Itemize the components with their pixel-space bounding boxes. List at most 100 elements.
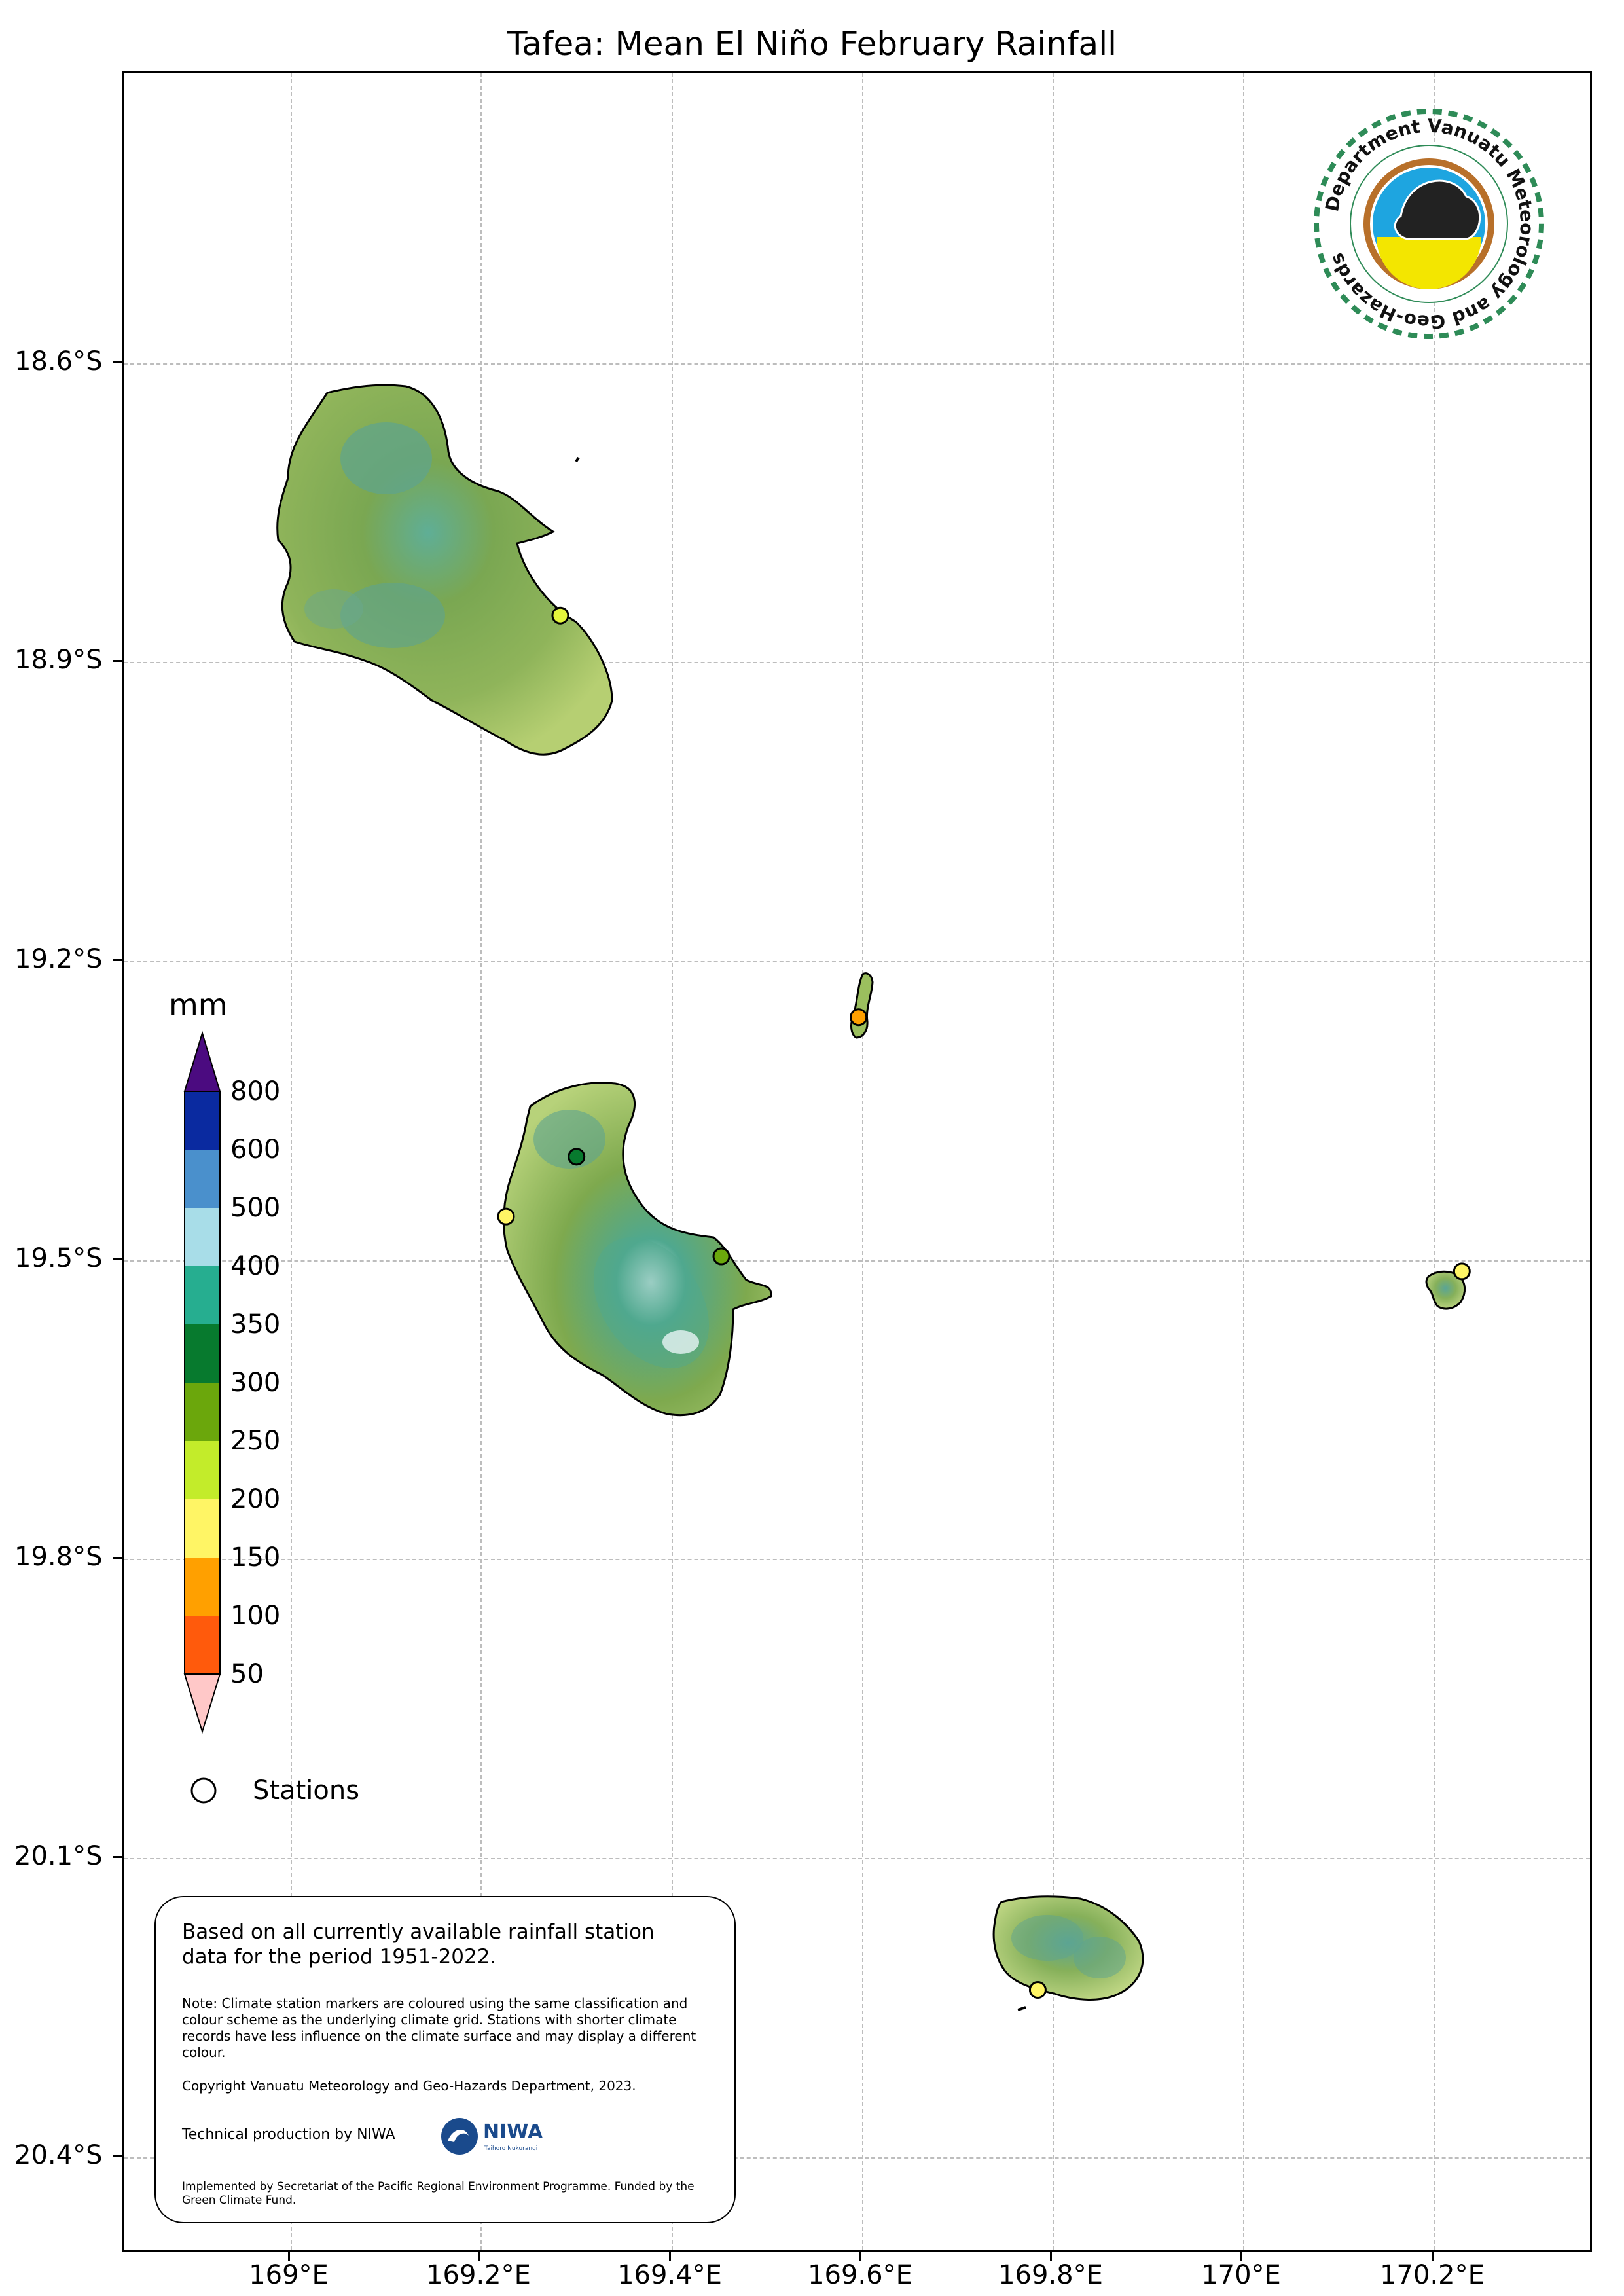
terrain-highland [340,422,432,494]
lon-tick [859,2252,861,2261]
legend-label: 800 [230,1076,281,1106]
info-box: Based on all currently available rainfal… [154,1896,736,2223]
station-marker[interactable] [1453,1262,1471,1281]
info-note: Note: Climate station markers are colour… [182,1995,696,2060]
gridline [124,662,1590,663]
legend-colorbar [183,1030,221,1734]
lat-tick [113,2155,122,2157]
island-aniwa [850,972,874,1039]
legend-swatch-600-800 [185,1091,220,1150]
island-erromango [276,384,613,756]
station-marker[interactable] [497,1207,515,1226]
station-marker[interactable] [568,1148,586,1166]
lat-label: 19.5°S [14,1243,103,1273]
niwa-name: NIWA [483,2121,543,2143]
info-copyright: Copyright Vanuatu Meteorology and Geo-Ha… [182,2078,636,2094]
lat-tick [113,1557,122,1559]
map-frame[interactable] [122,71,1592,2252]
lon-label: 169°E [249,2260,329,2290]
gridline [672,73,673,2250]
lat-label: 19.8°S [14,1542,103,1572]
legend-label: 400 [230,1251,281,1281]
cloud-icon [1394,179,1481,240]
gridline [124,2157,1590,2159]
legend-swatch-400-500 [185,1208,220,1266]
gridline [124,1559,1590,1560]
gridline [124,961,1590,962]
legend-label: 250 [230,1426,281,1456]
legend-label: 150 [230,1542,281,1573]
lon-label: 170°E [1201,2260,1281,2290]
legend-swatch-above-800 [183,1030,221,1092]
laurel-wreath-icon [1314,109,1544,339]
lat-label: 18.6°S [14,346,103,376]
vmgd-logo [1314,109,1544,339]
legend-label: 350 [230,1309,281,1339]
niwa-wave-icon [441,2118,478,2155]
lat-label: 20.4°S [14,2140,103,2170]
legend-swatch-500-600 [185,1150,220,1208]
lon-tick [1240,2252,1242,2261]
lon-label: 170.2°E [1380,2260,1485,2290]
lat-label: 18.9°S [14,645,103,675]
legend-swatch-350-400 [185,1266,220,1324]
terrain-highland [304,589,363,629]
legend-unit: mm [169,987,228,1023]
map-title: Tafea: Mean El Niño February Rainfall [507,25,1117,63]
legend-label: 50 [230,1659,264,1689]
gridline [291,73,292,2250]
lat-tick [113,1856,122,1858]
station-marker[interactable] [850,1008,868,1027]
gridline [1053,73,1054,2250]
terrain-highland [533,1110,605,1169]
logo-sun-icon [1377,237,1481,289]
niwa-wave-shape [448,2129,469,2142]
lat-label: 20.1°S [14,1841,103,1871]
gridline [1243,73,1244,2250]
info-implemented: Implemented by Secretariat of the Pacifi… [182,2180,695,2207]
lon-label: 169.2°E [426,2260,531,2290]
legend-swatch-200-250 [185,1441,220,1499]
gridline [862,73,863,2250]
stations-legend-label: Stations [253,1776,360,1806]
legend-label: 500 [230,1193,281,1223]
logo-text-arc: Department Vanuatu Meteorology and Geo-H… [1321,115,1538,333]
lat-label: 19.2°S [14,944,103,974]
lat-tick [113,660,122,662]
legend-label: 200 [230,1484,281,1514]
lon-label: 169.6°E [808,2260,912,2290]
lat-tick [113,1258,122,1260]
gridline [480,73,482,2250]
lon-tick [288,2252,290,2261]
gridline [124,1260,1590,1262]
lat-tick [113,361,122,363]
islet [1017,2006,1026,2011]
legend-label: 100 [230,1601,281,1631]
niwa-logo: NIWA Taihoro Nukurangi [441,2118,543,2155]
legend-swatch-50-100 [185,1616,220,1674]
info-main-text: Based on all currently available rainfal… [182,1920,655,1969]
info-technical: Technical production by NIWA [182,2126,395,2143]
station-marker[interactable] [551,606,569,625]
legend-swatch-below-50 [183,1673,221,1734]
gridline [124,1858,1590,1859]
station-marker[interactable] [712,1247,731,1266]
terrain-peak [662,1330,699,1354]
legend-swatch-300-350 [185,1324,220,1383]
station-legend-marker [190,1777,217,1804]
legend-swatch-100-150 [185,1558,220,1616]
lon-label: 169.4°E [617,2260,722,2290]
station-marker[interactable] [1028,1980,1047,1999]
terrain-highland [1074,1937,1126,1978]
legend-swatch-250-300 [185,1383,220,1441]
islet [575,456,580,463]
terrain-highland [340,583,445,648]
logo-text: Department Vanuatu Meteorology and Geo-H… [1321,115,1538,333]
lon-tick [1050,2252,1052,2261]
legend-swatch-150-200 [185,1499,220,1558]
legend-label: 300 [230,1368,281,1398]
legend-outline [184,1091,221,1675]
lon-tick [1432,2252,1434,2261]
lat-tick [113,959,122,961]
